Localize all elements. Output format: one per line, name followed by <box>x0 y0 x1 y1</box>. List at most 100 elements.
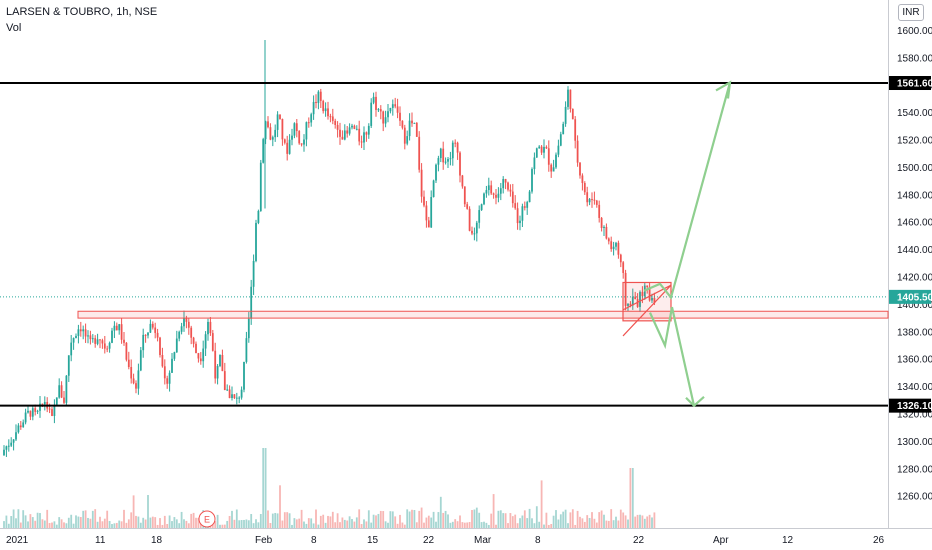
candle-body <box>533 157 536 170</box>
volume-bar <box>310 518 313 528</box>
candle-body <box>641 291 644 297</box>
y-tick-label: 1520.00 <box>897 136 932 147</box>
volume-bar <box>403 524 406 528</box>
candle-body <box>63 397 65 403</box>
volume-bar <box>334 522 337 528</box>
volume-bar <box>192 512 195 528</box>
volume-bar <box>36 512 39 528</box>
volume-bar <box>149 517 152 528</box>
volume-bar <box>27 521 29 528</box>
volume-bar <box>39 513 41 528</box>
y-tick-label: 1380.00 <box>897 327 932 338</box>
candle-body <box>300 143 303 145</box>
volume-bar <box>91 510 94 528</box>
volume-bar <box>147 495 149 528</box>
volume-bar <box>156 524 159 528</box>
level-price-label: 1561.60 <box>897 79 932 90</box>
volume-bar <box>492 494 495 528</box>
volume-bar <box>523 510 526 528</box>
candle-body <box>334 120 337 125</box>
candle-body <box>22 422 25 428</box>
candle-body <box>358 128 361 142</box>
volume-bar <box>442 512 445 528</box>
candle-body <box>238 397 241 399</box>
volume-bar <box>29 514 32 528</box>
level-price-label: 1326.10 <box>897 401 932 412</box>
candle-body <box>490 185 493 194</box>
volume-bar <box>142 517 145 528</box>
candle-body <box>111 330 113 343</box>
volume-bar <box>495 524 497 528</box>
volume-bar <box>72 523 75 528</box>
triangle-pattern <box>622 284 672 337</box>
y-tick-label: 1440.00 <box>897 245 932 256</box>
candle-body <box>528 191 531 203</box>
candle-body <box>615 242 617 247</box>
volume-bar <box>411 509 413 528</box>
candle-body <box>187 321 190 328</box>
volume-bar <box>379 510 382 528</box>
candle-body <box>283 139 286 143</box>
volume-bar <box>274 512 277 528</box>
candle-body <box>425 205 428 221</box>
volume-bar <box>612 520 615 528</box>
candle-body <box>185 317 188 322</box>
volume-bar <box>190 513 193 528</box>
volume-bar <box>490 513 493 528</box>
volume-bar <box>432 511 435 528</box>
volume-bar <box>355 517 358 528</box>
current-price-label: 1405.50 <box>897 292 932 303</box>
candle-body <box>492 193 495 195</box>
volume-bar <box>214 521 217 528</box>
candle-body <box>555 154 557 168</box>
y-tick-label: 1300.00 <box>897 437 932 448</box>
candle-body <box>53 404 56 416</box>
volume-bar <box>343 519 346 528</box>
volume-bar <box>463 522 466 528</box>
currency-badge[interactable]: INR <box>898 4 924 21</box>
candle-body <box>550 164 553 172</box>
volume-bar <box>538 521 541 528</box>
candle-body <box>293 123 296 136</box>
candle-body <box>276 114 279 130</box>
candle-body <box>178 331 181 339</box>
candle-body <box>103 343 106 349</box>
candle-body <box>12 439 15 443</box>
volume-bar <box>451 521 454 528</box>
volume-bar <box>567 523 569 528</box>
x-tick-label: 18 <box>151 535 163 546</box>
candle-body <box>199 358 202 362</box>
candle-body <box>135 383 137 389</box>
volume-bar <box>348 516 351 528</box>
candle-body <box>499 188 502 194</box>
volume-bar <box>271 513 274 528</box>
volume-bar <box>303 521 305 528</box>
candle-body <box>295 123 298 132</box>
x-tick-label: 11 <box>95 535 106 546</box>
candle-body <box>87 335 89 337</box>
candle-body <box>250 286 253 319</box>
candle-body <box>159 337 161 356</box>
bearish-arrowhead <box>685 395 705 408</box>
candle-body <box>27 410 29 413</box>
candle-body <box>653 297 656 304</box>
volume-bar <box>43 520 46 528</box>
volume-bar <box>435 521 437 528</box>
volume-bar <box>166 523 169 528</box>
volume-bar <box>168 515 171 528</box>
candle-body <box>147 332 149 336</box>
volume-bar <box>382 511 385 528</box>
volume-bar <box>413 510 416 528</box>
volume-bar <box>423 522 425 528</box>
volume-bar <box>144 519 147 528</box>
volume-bar <box>3 521 5 528</box>
candle-body <box>485 190 488 194</box>
candle-body <box>67 355 70 376</box>
volume-bar <box>607 520 610 528</box>
volume-bar <box>197 517 200 528</box>
candle-body <box>401 120 404 128</box>
candle-body <box>317 91 320 104</box>
y-tick-label: 1420.00 <box>897 273 932 284</box>
candle-body <box>331 116 334 121</box>
